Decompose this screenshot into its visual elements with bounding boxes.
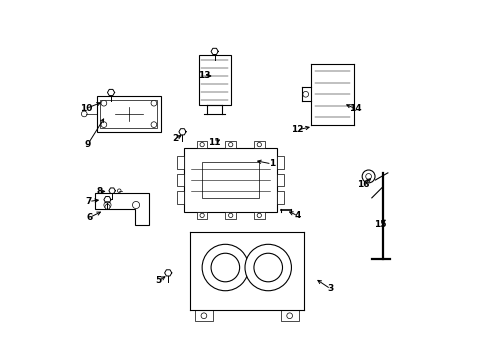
Circle shape [200,213,204,217]
Circle shape [303,91,309,97]
Circle shape [101,100,107,106]
Text: 4: 4 [294,211,301,220]
Bar [281,310,298,321]
Text: 11: 11 [208,138,221,147]
Bar [177,192,184,204]
Circle shape [151,122,157,127]
Text: 15: 15 [374,220,386,229]
Circle shape [228,213,233,217]
Circle shape [101,122,107,127]
Text: 2: 2 [172,134,178,143]
Text: 14: 14 [349,104,361,113]
Circle shape [200,143,204,147]
Circle shape [81,111,87,117]
Text: 1: 1 [269,159,275,168]
Circle shape [105,204,110,209]
Bar [198,55,231,105]
Bar [184,148,277,212]
Text: 6: 6 [86,213,93,222]
Bar [254,141,265,148]
Bar [254,212,265,219]
Text: 10: 10 [80,104,92,113]
Text: 3: 3 [328,284,334,293]
Bar [277,192,284,204]
Circle shape [228,143,233,147]
Text: 8: 8 [97,187,103,196]
Polygon shape [95,193,148,225]
Circle shape [245,244,292,291]
Circle shape [254,253,283,282]
Circle shape [132,202,140,208]
Circle shape [211,253,240,282]
Bar [97,96,161,132]
Bar [197,141,207,148]
Bar [202,162,259,198]
Circle shape [366,174,371,179]
Text: 13: 13 [197,71,210,80]
Bar [277,174,284,186]
Circle shape [257,213,262,217]
Circle shape [257,143,262,147]
Bar [100,100,157,128]
Circle shape [104,202,111,208]
Circle shape [201,313,207,319]
Bar [225,212,236,219]
Text: 5: 5 [155,276,162,285]
Text: 7: 7 [86,197,92,206]
Bar [277,156,284,168]
Circle shape [362,170,375,183]
Bar [177,156,184,168]
Bar [197,212,207,219]
Bar [195,310,213,321]
Text: 16: 16 [357,180,370,189]
Circle shape [151,100,157,106]
Text: 9: 9 [85,140,91,149]
Text: 12: 12 [291,126,303,135]
Circle shape [202,244,248,291]
Circle shape [118,189,121,193]
Bar [177,174,184,186]
Bar [225,141,236,148]
Circle shape [287,313,293,319]
